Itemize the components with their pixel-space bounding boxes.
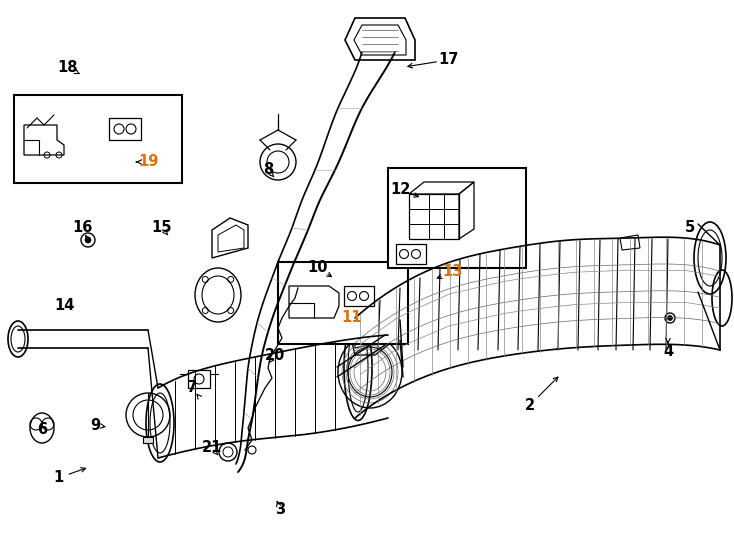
Bar — [344, 286, 374, 306]
Bar — [109, 118, 141, 140]
Bar — [388, 168, 526, 268]
Text: 4: 4 — [663, 345, 673, 360]
Text: 11: 11 — [342, 310, 363, 326]
Bar — [188, 370, 210, 388]
Circle shape — [248, 446, 256, 454]
Circle shape — [665, 313, 675, 323]
Circle shape — [667, 315, 672, 321]
Text: 2: 2 — [525, 397, 535, 413]
Text: 14: 14 — [55, 298, 75, 313]
Text: 5: 5 — [685, 220, 695, 235]
Text: 3: 3 — [275, 503, 285, 517]
Text: 18: 18 — [58, 60, 79, 76]
Text: 21: 21 — [202, 441, 222, 456]
Text: 1: 1 — [53, 470, 63, 485]
Circle shape — [85, 237, 91, 243]
Circle shape — [81, 233, 95, 247]
Text: 8: 8 — [263, 163, 273, 178]
Text: 20: 20 — [265, 348, 286, 362]
Text: 19: 19 — [138, 154, 159, 170]
Text: 17: 17 — [437, 52, 458, 68]
Text: 7: 7 — [187, 381, 197, 395]
Bar — [14, 95, 182, 183]
Text: 13: 13 — [442, 265, 462, 280]
Circle shape — [260, 144, 296, 180]
Text: 6: 6 — [37, 422, 47, 437]
Bar — [278, 262, 408, 344]
Text: 15: 15 — [152, 220, 172, 235]
Text: 9: 9 — [90, 417, 100, 433]
Text: 12: 12 — [390, 183, 410, 198]
Text: 16: 16 — [72, 220, 92, 235]
Text: 10: 10 — [308, 260, 328, 275]
Bar — [396, 244, 426, 264]
Polygon shape — [143, 437, 153, 443]
